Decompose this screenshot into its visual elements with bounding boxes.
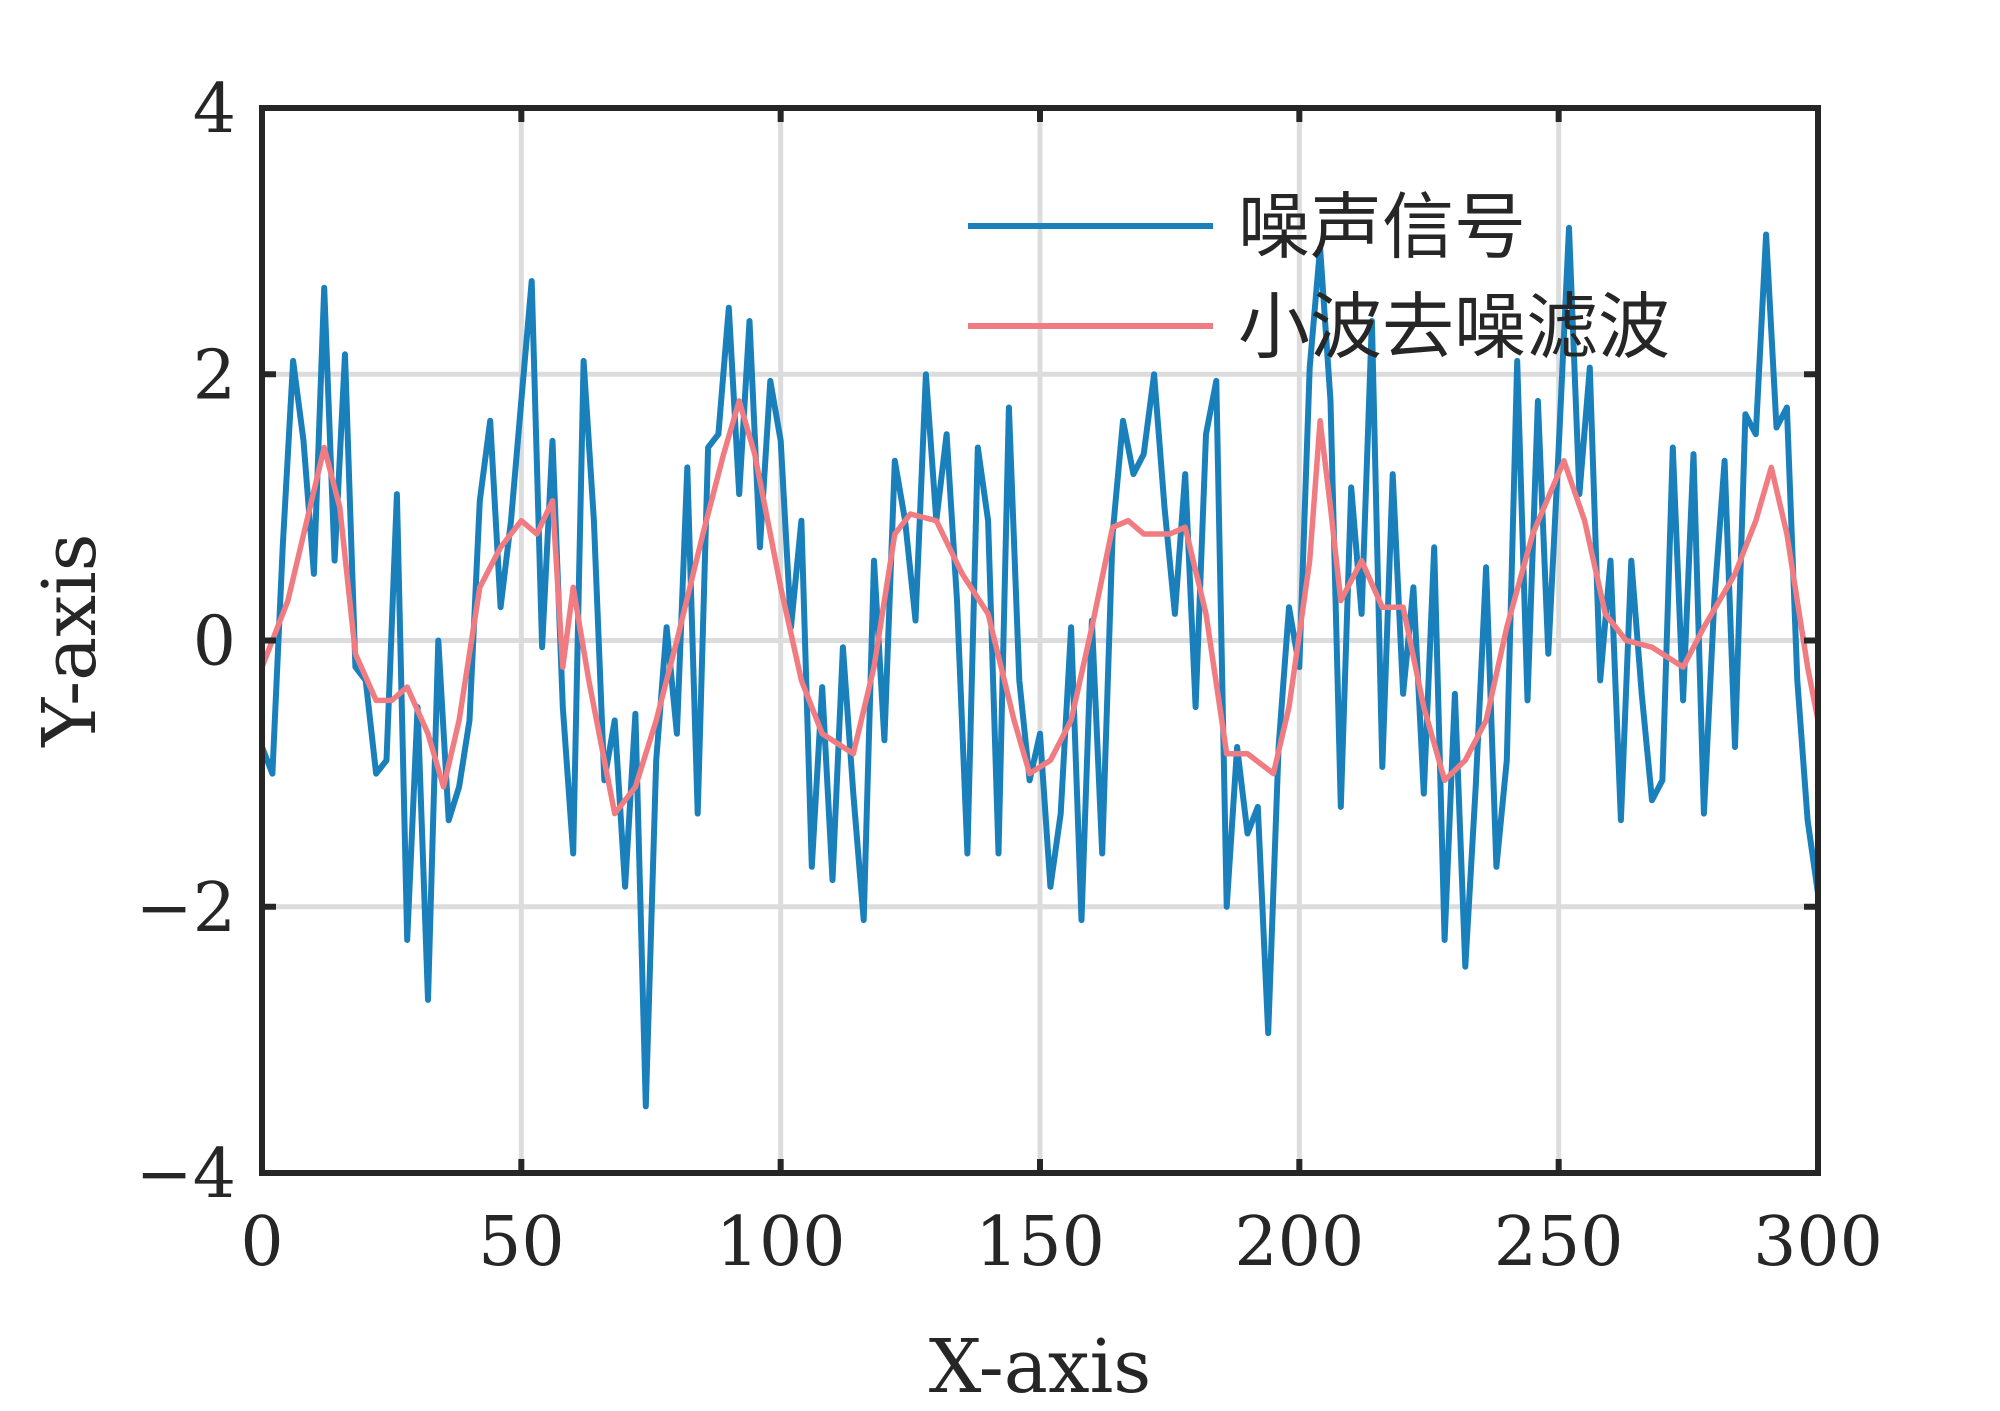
- x-tick-label: 200: [1234, 1203, 1364, 1282]
- grid: [259, 105, 1821, 1176]
- legend-label: 噪声信号: [1238, 185, 1526, 269]
- x-tick-label: 0: [240, 1203, 283, 1282]
- y-axis-label: Y-axis: [27, 533, 113, 747]
- x-axis-label: X-axis: [929, 1324, 1152, 1410]
- x-tick-label: 100: [716, 1203, 846, 1282]
- x-tick-label: 300: [1753, 1203, 1883, 1282]
- series-line-2: [259, 398, 1821, 817]
- y-tick-label: 0: [193, 603, 236, 682]
- y-tick-label: 2: [193, 336, 236, 415]
- x-tick-label: 250: [1494, 1203, 1624, 1282]
- series-layer: [259, 224, 1821, 1110]
- ticks: 0 50 100 150 200 250 300 −4 −2 0 2 4: [136, 70, 1883, 1282]
- y-tick-label: −4: [136, 1135, 236, 1214]
- y-tick-label: −2: [136, 869, 236, 948]
- x-tick-label: 50: [478, 1203, 565, 1282]
- y-tick-label: 4: [193, 70, 236, 149]
- series-line-1: [259, 224, 1821, 1110]
- legend-label: 小波去噪滤波: [1238, 285, 1670, 369]
- x-tick-label: 150: [975, 1203, 1105, 1282]
